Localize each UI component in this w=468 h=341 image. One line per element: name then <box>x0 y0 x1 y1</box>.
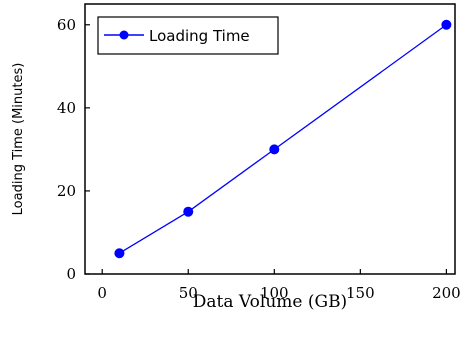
series-layer <box>114 19 452 259</box>
y-tick-label: 40 <box>57 99 76 117</box>
legend: Loading Time <box>97 16 279 55</box>
x-tick-label: 50 <box>179 284 198 302</box>
y-axis-title: Loading Time (Minutes) <box>11 63 26 216</box>
x-tick-label: 200 <box>432 284 461 302</box>
plot-frame <box>84 3 456 275</box>
data-point <box>269 144 280 155</box>
x-axis-ticks: 0 50 100 150 200 <box>97 269 461 302</box>
y-axis-ticks: 0 20 40 60 <box>57 16 90 283</box>
y-tick-label: 60 <box>57 16 76 34</box>
x-tick-label: 0 <box>97 284 107 302</box>
data-point <box>441 19 452 30</box>
x-axis-title: Data Volume (GB) <box>193 292 347 312</box>
data-point <box>183 206 194 217</box>
y-tick-label: 20 <box>57 182 76 200</box>
legend-marker-swatch <box>119 30 129 40</box>
legend-label: Loading Time <box>149 27 250 45</box>
data-point <box>114 248 125 259</box>
y-tick-label: 0 <box>66 265 76 283</box>
x-tick-label: 150 <box>346 284 375 302</box>
series-line <box>119 24 447 254</box>
x-tick-label: 100 <box>260 284 289 302</box>
